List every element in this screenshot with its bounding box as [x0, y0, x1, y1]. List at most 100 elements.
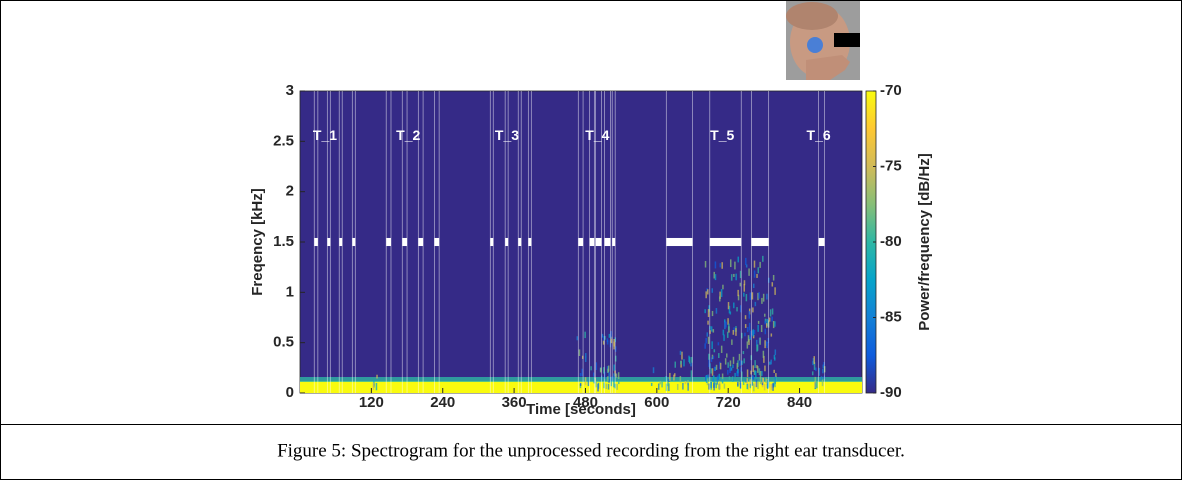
noise-speckle [765, 377, 767, 383]
noise-speckle [684, 380, 687, 385]
noise-speckle [761, 297, 763, 304]
noise-speckle [744, 315, 747, 320]
noise-speckle [769, 361, 771, 365]
x-tick-label: 120 [359, 394, 384, 411]
noise-speckle [615, 373, 618, 378]
noise-speckle [739, 360, 741, 366]
noise-speckle [729, 367, 731, 373]
noise-speckle [713, 271, 715, 279]
noise-speckle [584, 356, 587, 362]
y-tick-label: 2 [286, 183, 294, 200]
noise-speckle [773, 354, 776, 359]
noise-speckle [764, 328, 767, 335]
noise-speckle [710, 382, 712, 390]
noise-speckle [767, 380, 769, 388]
event-marker [604, 237, 611, 247]
noise-speckle [732, 364, 734, 369]
noise-speckle [745, 264, 748, 268]
noise-speckle [758, 292, 760, 299]
noise-speckle [741, 332, 743, 339]
noise-speckle [765, 323, 768, 328]
noise-speckle [813, 362, 816, 370]
noise-speckle [751, 381, 754, 386]
noise-speckle [766, 293, 768, 300]
noise-speckle [737, 256, 740, 263]
noise-speckle [595, 362, 598, 370]
noise-speckle [749, 383, 752, 389]
noise-speckle [707, 336, 710, 344]
noise-speckle [764, 318, 767, 323]
noise-speckle [771, 316, 773, 322]
noise-speckle [748, 322, 751, 331]
noise-speckle [732, 330, 735, 335]
noise-speckle [723, 334, 725, 341]
noise-speckle [718, 381, 721, 390]
noise-speckle [606, 338, 609, 343]
noise-speckle [774, 357, 776, 361]
noise-speckle [732, 356, 735, 364]
noise-speckle [668, 383, 670, 392]
noise-speckle [593, 372, 595, 377]
annotation: T_6 [807, 127, 831, 143]
noise-speckle [721, 373, 724, 381]
y-tick-label: 1.5 [273, 233, 294, 250]
noise-speckle [578, 349, 581, 356]
noise-speckle [707, 309, 710, 318]
noise-speckle [764, 313, 766, 317]
annotation: T_5 [710, 127, 734, 143]
noise-speckle [614, 355, 617, 362]
noise-speckle [737, 289, 739, 297]
colorbar-tick-label: -80 [880, 233, 902, 250]
noise-speckle [728, 323, 730, 331]
noise-speckle [613, 379, 615, 388]
noise-speckle [652, 367, 655, 374]
noise-speckle [770, 359, 772, 365]
noise-speckle [751, 330, 754, 336]
noise-speckle [748, 268, 750, 276]
noise-speckle [724, 358, 727, 365]
noise-speckle [711, 354, 714, 360]
noise-speckle [742, 351, 745, 355]
noise-speckle [679, 350, 682, 355]
noise-speckle [751, 292, 754, 300]
x-tick-label: 360 [502, 394, 527, 411]
noise-speckle [739, 282, 742, 287]
noise-speckle [727, 318, 729, 325]
noise-speckle [821, 379, 824, 387]
noise-speckle [741, 360, 743, 365]
noise-speckle [746, 378, 749, 385]
noise-speckle [738, 353, 741, 361]
noise-speckle [704, 260, 707, 268]
noise-speckle [721, 378, 724, 384]
noise-speckle [724, 321, 726, 330]
noise-speckle [752, 365, 754, 372]
noise-speckle [613, 341, 615, 350]
noise-speckle [756, 365, 758, 369]
noise-speckle [775, 376, 777, 382]
noise-speckle [733, 327, 735, 332]
noise-speckle [708, 305, 710, 312]
noise-speckle [607, 383, 610, 390]
noise-speckle [752, 283, 755, 289]
noise-speckle [812, 358, 815, 363]
noise-speckle [712, 355, 715, 359]
noise-speckle [725, 321, 727, 328]
noise-speckle [682, 382, 684, 390]
noise-speckle [681, 351, 683, 360]
noise-speckle [724, 319, 726, 323]
colorbar-tick-label: -90 [880, 384, 902, 401]
noise-speckle [704, 343, 706, 349]
noise-speckle [774, 381, 776, 388]
noise-speckle [765, 341, 767, 346]
noise-speckle [712, 329, 715, 333]
noise-speckle [764, 340, 766, 349]
noise-speckle [729, 360, 732, 367]
noise-speckle [753, 260, 756, 268]
noise-speckle [650, 382, 653, 387]
y-axis-label: Freqency [kHz] [249, 188, 266, 296]
event-marker [595, 237, 602, 247]
noise-speckle [815, 367, 817, 372]
noise-speckle [745, 294, 748, 302]
annotation: T_1 [313, 127, 337, 143]
noise-speckle [713, 366, 716, 371]
